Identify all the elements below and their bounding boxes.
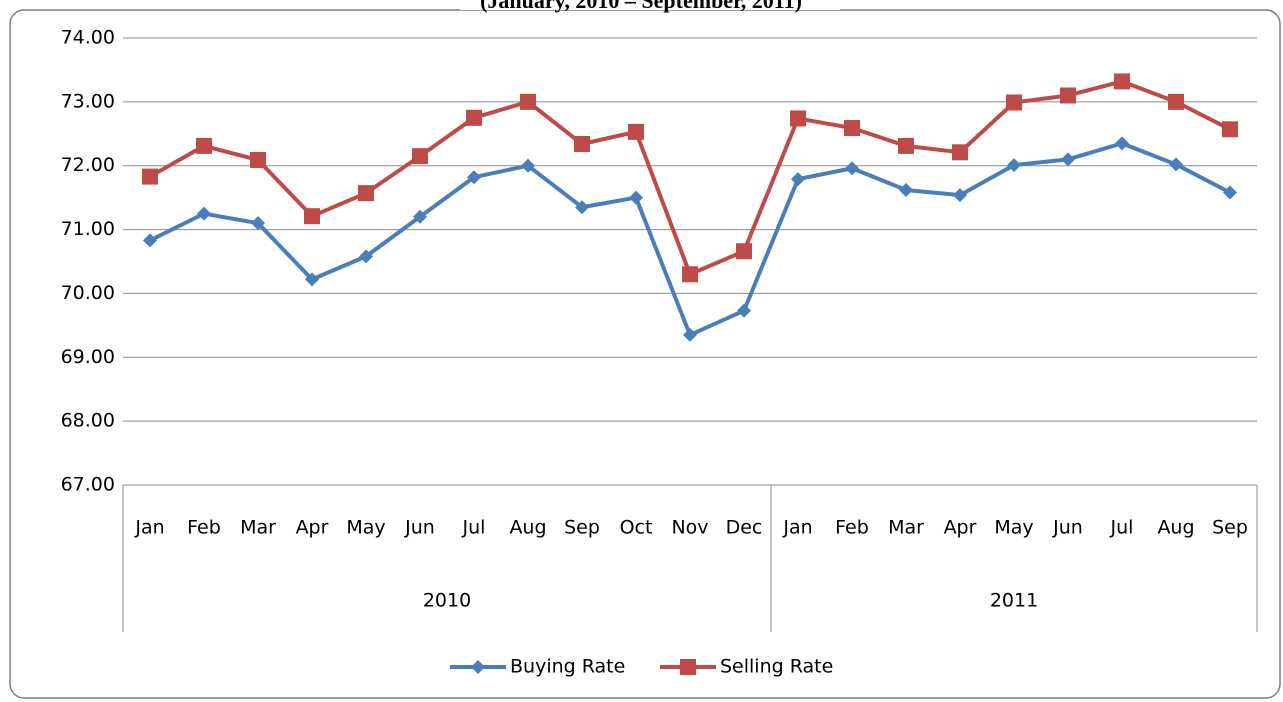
marker [358, 185, 374, 202]
x-tick-label: Apr [296, 517, 329, 539]
marker [682, 266, 698, 283]
x-tick-label: Jun [1052, 517, 1083, 539]
marker [899, 182, 913, 197]
x-tick-label: Aug [509, 517, 546, 539]
y-tick-label: 68.00 [61, 410, 115, 432]
x-tick-label: Aug [1157, 517, 1194, 539]
marker [737, 303, 751, 318]
marker [629, 190, 643, 205]
x-tick-label: May [994, 517, 1033, 539]
x-tick-label: Jun [404, 517, 435, 539]
marker [1006, 94, 1022, 111]
marker [1007, 158, 1021, 173]
marker [575, 200, 589, 215]
marker [1169, 157, 1183, 172]
marker [466, 109, 482, 126]
marker [143, 233, 157, 248]
x-tick-label: Mar [888, 517, 924, 539]
x-tick-label: May [346, 517, 385, 539]
marker [250, 151, 266, 168]
marker [952, 144, 968, 161]
x-tick-label: Jul [1110, 517, 1134, 539]
marker [413, 209, 427, 224]
marker [953, 188, 967, 203]
marker [251, 216, 265, 231]
marker [574, 136, 590, 153]
x-tick-label: Jan [134, 517, 164, 539]
marker [736, 243, 752, 260]
x-tick-label: Mar [240, 517, 276, 539]
group-label: 2010 [423, 590, 471, 612]
y-tick-label: 72.00 [61, 154, 115, 176]
marker [304, 208, 320, 225]
marker [467, 170, 481, 185]
marker [1060, 87, 1076, 104]
x-tick-label: Nov [671, 517, 708, 539]
marker [521, 158, 535, 173]
marker [1223, 185, 1237, 200]
x-tick-label: Dec [726, 517, 763, 539]
legend-label: Buying Rate [510, 656, 625, 678]
marker [142, 168, 158, 185]
x-tick-label: Oct [620, 517, 653, 539]
marker [305, 272, 319, 287]
x-tick-label: Feb [187, 517, 221, 539]
x-tick-label: Jan [782, 517, 812, 539]
marker [412, 148, 428, 165]
legend-label: Selling Rate [720, 656, 833, 678]
group-label: 2011 [990, 590, 1038, 612]
marker [1222, 121, 1238, 138]
marker [1061, 152, 1075, 167]
chart-title: (January, 2010 – September, 2011) [480, 0, 802, 13]
y-tick-label: 67.00 [61, 474, 115, 496]
marker [845, 161, 859, 176]
marker [898, 137, 914, 154]
marker [359, 249, 373, 264]
x-tick-label: Sep [1212, 517, 1248, 539]
x-tick-label: Feb [835, 517, 869, 539]
marker [844, 120, 860, 137]
chart-border [9, 9, 1281, 699]
y-tick-label: 71.00 [61, 218, 115, 240]
legend-marker [471, 660, 485, 674]
y-tick-label: 70.00 [61, 282, 115, 304]
marker [197, 206, 211, 221]
marker [1114, 73, 1130, 90]
marker [196, 137, 212, 154]
marker [1115, 136, 1129, 151]
title-backdrop [460, 0, 840, 10]
marker [790, 110, 806, 127]
legend-marker [680, 659, 696, 675]
y-tick-label: 73.00 [61, 90, 115, 112]
x-tick-label: Sep [564, 517, 600, 539]
marker [628, 123, 644, 140]
x-tick-label: Jul [462, 517, 486, 539]
marker [683, 327, 697, 342]
marker [520, 93, 536, 110]
marker [1168, 93, 1184, 110]
y-tick-label: 69.00 [61, 346, 115, 368]
marker [791, 172, 805, 187]
x-tick-label: Apr [944, 517, 977, 539]
y-tick-label: 74.00 [61, 27, 115, 49]
